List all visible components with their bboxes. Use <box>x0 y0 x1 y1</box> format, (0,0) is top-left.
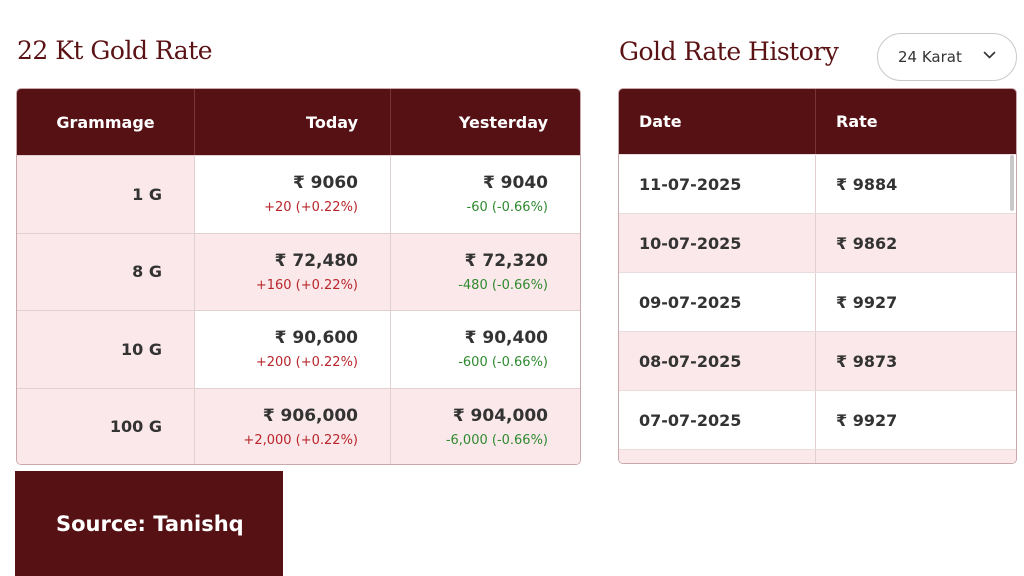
table-row: 11-07-2025 ₹ 9884 <box>619 154 1016 213</box>
table-row: 8 G ₹ 72,480 +160 (+0.22%) ₹ 72,320 -480… <box>17 232 580 310</box>
table-row: 1 G ₹ 9060 +20 (+0.22%) ₹ 9040 -60 (-0.6… <box>17 155 580 233</box>
rate-history-title: Gold Rate History <box>619 37 839 66</box>
chevron-down-icon <box>983 51 996 59</box>
grammage-cell: 8 G <box>17 233 194 310</box>
rate-cell: ₹ 9927 <box>815 391 1012 449</box>
date-cell: 08-07-2025 <box>639 351 742 371</box>
column-header-yesterday: Yesterday <box>390 89 580 155</box>
today-change: +200 (+0.22%) <box>255 355 358 371</box>
rate-cell: ₹ 9927 <box>815 273 1012 331</box>
today-cell: ₹ 72,480 +160 (+0.22%) <box>194 233 390 310</box>
scrollbar[interactable] <box>1010 155 1014 211</box>
today-rate: ₹ 9060 <box>292 173 358 194</box>
yesterday-cell: ₹ 90,400 -600 (-0.66%) <box>390 311 580 388</box>
yesterday-rate: ₹ 9040 <box>482 173 548 194</box>
today-cell: ₹ 90,600 +200 (+0.22%) <box>194 311 390 388</box>
karat-select-value: 24 Karat <box>898 48 962 66</box>
today-change: +160 (+0.22%) <box>255 277 358 293</box>
yesterday-cell: ₹ 904,000 -6,000 (-0.66%) <box>390 388 580 464</box>
date-cell: 09-07-2025 <box>639 292 742 312</box>
yesterday-rate: ₹ 72,320 <box>464 250 548 271</box>
rate-history-table[interactable]: Date Rate 11-07-2025 ₹ 9884 10-07-2025 ₹… <box>618 88 1017 464</box>
source-label: Source: Tanishq <box>15 471 283 576</box>
column-header-date: Date <box>639 112 682 131</box>
date-cell <box>619 450 815 463</box>
yesterday-rate: ₹ 904,000 <box>452 405 548 426</box>
yesterday-cell: ₹ 72,320 -480 (-0.66%) <box>390 233 580 310</box>
today-rate: ₹ 906,000 <box>262 405 358 426</box>
column-header-rate: Rate <box>815 89 1012 154</box>
date-cell: 07-07-2025 <box>639 410 742 430</box>
yesterday-change: -600 (-0.66%) <box>458 355 548 371</box>
date-cell: 11-07-2025 <box>639 174 742 194</box>
rate-cell: ₹ 9884 <box>815 155 1012 213</box>
grammage-cell: 100 G <box>17 388 194 464</box>
table-row: 09-07-2025 ₹ 9927 <box>619 272 1016 331</box>
gold-rate-table: Grammage Today Yesterday 1 G ₹ 9060 +20 … <box>16 88 581 465</box>
yesterday-change: -60 (-0.66%) <box>466 200 549 216</box>
karat-select[interactable]: 24 Karat <box>877 33 1017 81</box>
date-cell: 10-07-2025 <box>639 233 742 253</box>
table-row <box>619 449 1016 463</box>
today-change: +20 (+0.22%) <box>264 200 358 216</box>
table-row: 07-07-2025 ₹ 9927 <box>619 390 1016 449</box>
table-row: 10 G ₹ 90,600 +200 (+0.22%) ₹ 90,400 -60… <box>17 310 580 388</box>
rate-cell <box>815 450 1012 463</box>
today-cell: ₹ 9060 +20 (+0.22%) <box>194 156 390 233</box>
today-rate: ₹ 72,480 <box>274 250 358 271</box>
rate-cell: ₹ 9873 <box>815 332 1012 390</box>
today-cell: ₹ 906,000 +2,000 (+0.22%) <box>194 388 390 464</box>
yesterday-cell: ₹ 9040 -60 (-0.66%) <box>390 156 580 233</box>
yesterday-change: -6,000 (-0.66%) <box>445 432 548 448</box>
rate-cell: ₹ 9862 <box>815 214 1012 272</box>
table-row: 10-07-2025 ₹ 9862 <box>619 213 1016 272</box>
column-header-today: Today <box>194 89 390 155</box>
grammage-cell: 10 G <box>17 311 194 388</box>
gold-rate-title: 22 Kt Gold Rate <box>17 36 213 65</box>
yesterday-change: -480 (-0.66%) <box>458 277 548 293</box>
column-header-grammage: Grammage <box>56 112 155 132</box>
grammage-cell: 1 G <box>17 156 194 233</box>
table-row: 100 G ₹ 906,000 +2,000 (+0.22%) ₹ 904,00… <box>17 387 580 464</box>
table-header: Date Rate <box>619 89 1016 154</box>
today-rate: ₹ 90,600 <box>274 328 358 349</box>
today-change: +2,000 (+0.22%) <box>243 432 358 448</box>
table-row: 08-07-2025 ₹ 9873 <box>619 331 1016 390</box>
table-header: Grammage Today Yesterday <box>17 89 580 155</box>
yesterday-rate: ₹ 90,400 <box>464 328 548 349</box>
